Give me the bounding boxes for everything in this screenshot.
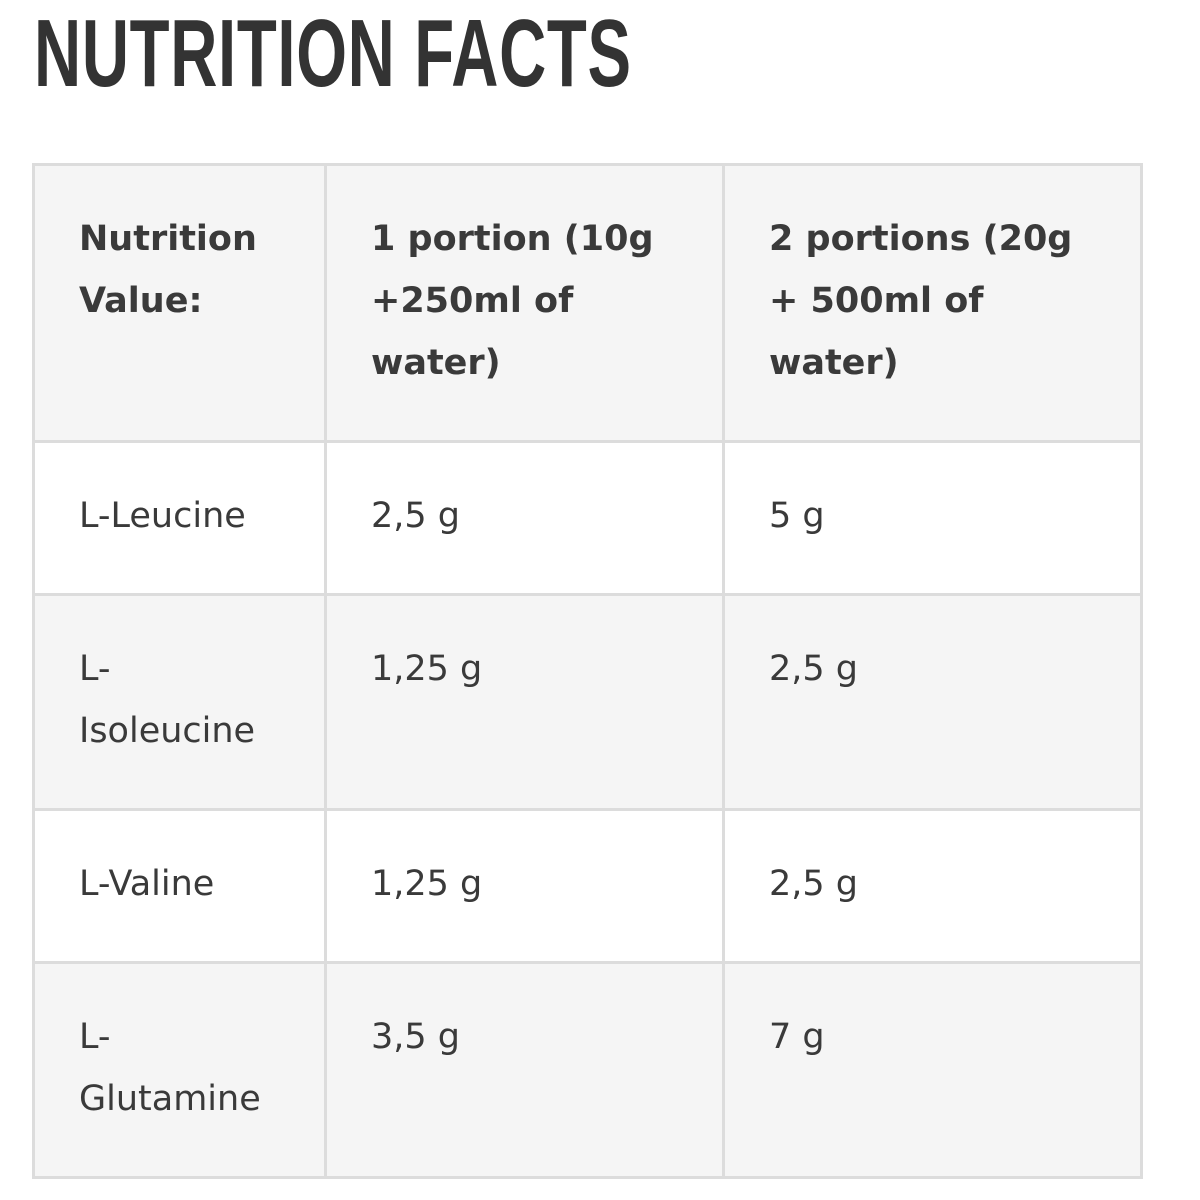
amount-cell: 2,5 g [722, 808, 1143, 964]
amount-cell: 5 g [722, 440, 1143, 596]
nutrition-table: Nutrition Value: 1 portion (10g +250ml of… [32, 163, 1143, 1179]
header-cell: 2 portions (20g + 500ml of water) [722, 163, 1143, 443]
table-row: L-Valine 1,25 g 2,5 g [32, 808, 1143, 964]
nutrient-name: L-Glutamine [32, 961, 327, 1179]
nutrient-name: L-Leucine [32, 440, 327, 596]
header-cell: 1 portion (10g +250ml of water) [324, 163, 725, 443]
nutrient-name: L-Valine [32, 808, 327, 964]
amount-cell: 1,25 g [324, 593, 725, 811]
table-row: L-Isoleucine 1,25 g 2,5 g [32, 593, 1143, 811]
amount-cell: 7 g [722, 961, 1143, 1179]
amount-cell: 2,5 g [324, 440, 725, 596]
amount-cell: 1,25 g [324, 808, 725, 964]
page-title: NUTRITION FACTS [34, 0, 632, 107]
table-header: Nutrition Value: 1 portion (10g +250ml of… [32, 163, 1143, 443]
nutrient-name: L-Isoleucine [32, 593, 327, 811]
header-row: Nutrition Value: 1 portion (10g +250ml of… [32, 163, 1143, 443]
amount-cell: 3,5 g [324, 961, 725, 1179]
header-cell: Nutrition Value: [32, 163, 327, 443]
amount-cell: 2,5 g [722, 593, 1143, 811]
